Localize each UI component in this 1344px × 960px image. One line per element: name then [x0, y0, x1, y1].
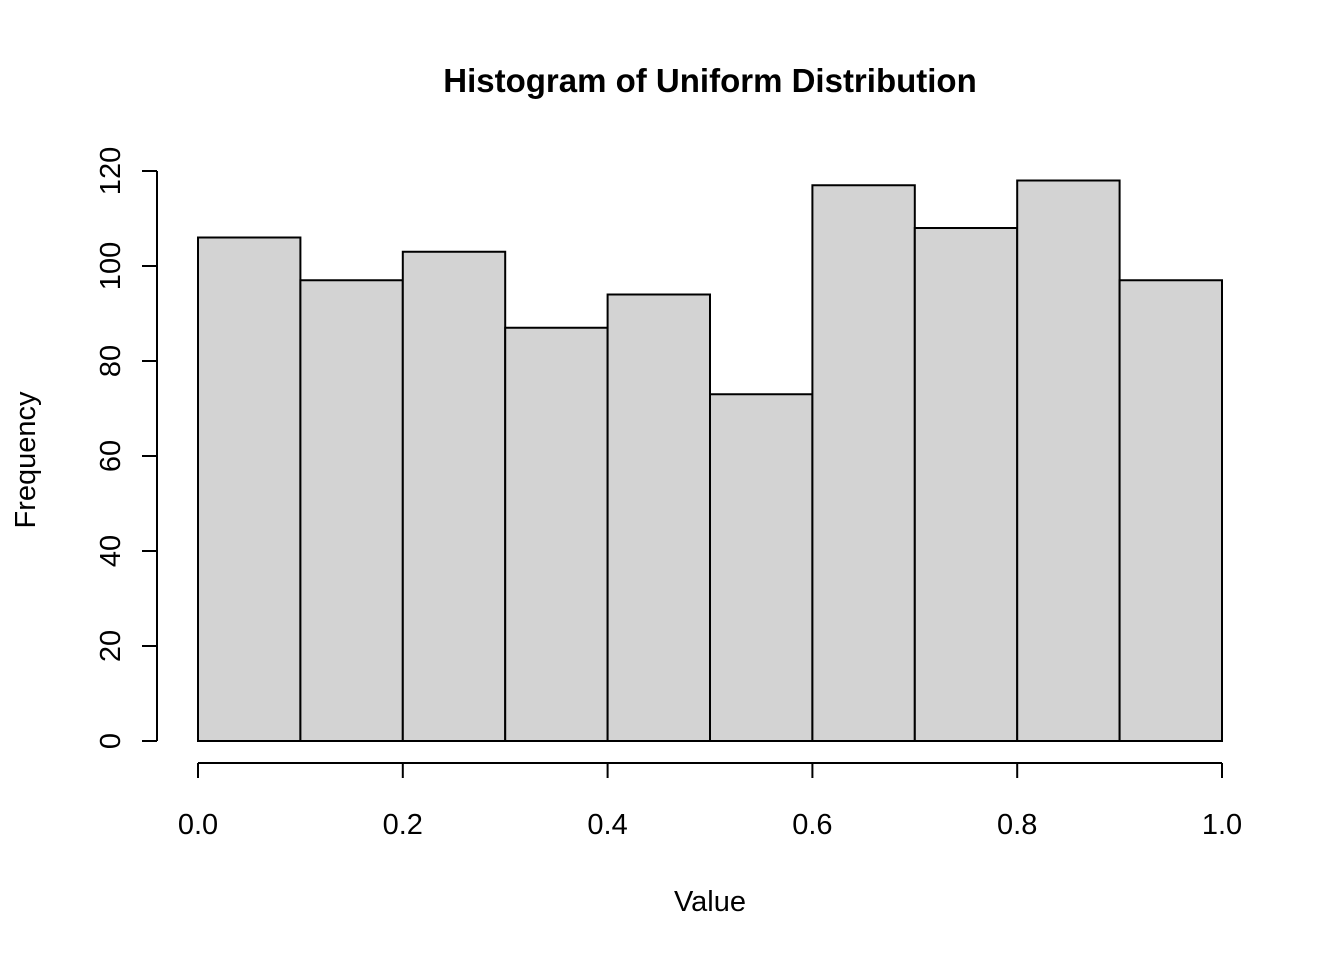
- x-tick-label-4: 0.8: [997, 809, 1037, 841]
- y-tick-label-2: 40: [95, 535, 127, 567]
- histogram-bar-9: [1118, 279, 1223, 742]
- x-tick-label-2: 0.4: [587, 809, 627, 841]
- histogram-bar-5: [709, 393, 814, 742]
- y-tick-label-4: 80: [95, 345, 127, 377]
- y-tick-label-3: 60: [95, 440, 127, 472]
- x-tick-label-1: 0.2: [383, 809, 423, 841]
- x-axis-title: Value: [674, 886, 746, 918]
- histogram-bar-7: [913, 227, 1019, 742]
- histogram-bar-1: [299, 279, 404, 742]
- x-tick-label-3: 0.6: [792, 809, 832, 841]
- y-axis: 0 20 40 60 80 100 120: [95, 147, 158, 749]
- histogram-bar-8: [1016, 179, 1121, 742]
- x-tick-label-0: 0.0: [178, 809, 218, 841]
- x-tick-label-5: 1.0: [1202, 809, 1242, 841]
- y-tick-label-5: 100: [95, 242, 127, 290]
- y-tick-label-0: 0: [95, 733, 127, 749]
- histogram-bar-2: [401, 250, 507, 742]
- y-tick-label-6: 120: [95, 147, 127, 195]
- y-tick-label-1: 20: [95, 630, 127, 662]
- chart-title: Histogram of Uniform Distribution: [443, 62, 976, 99]
- histogram-bar-3: [504, 326, 609, 742]
- x-axis: 0.0 0.2 0.4 0.6 0.8 1.0: [178, 762, 1242, 841]
- histogram-bars: [197, 179, 1223, 742]
- histogram-bar-6: [811, 184, 916, 742]
- histogram-bar-4: [606, 293, 711, 742]
- histogram-bar-0: [197, 236, 302, 742]
- y-axis-title: Frequency: [10, 391, 42, 529]
